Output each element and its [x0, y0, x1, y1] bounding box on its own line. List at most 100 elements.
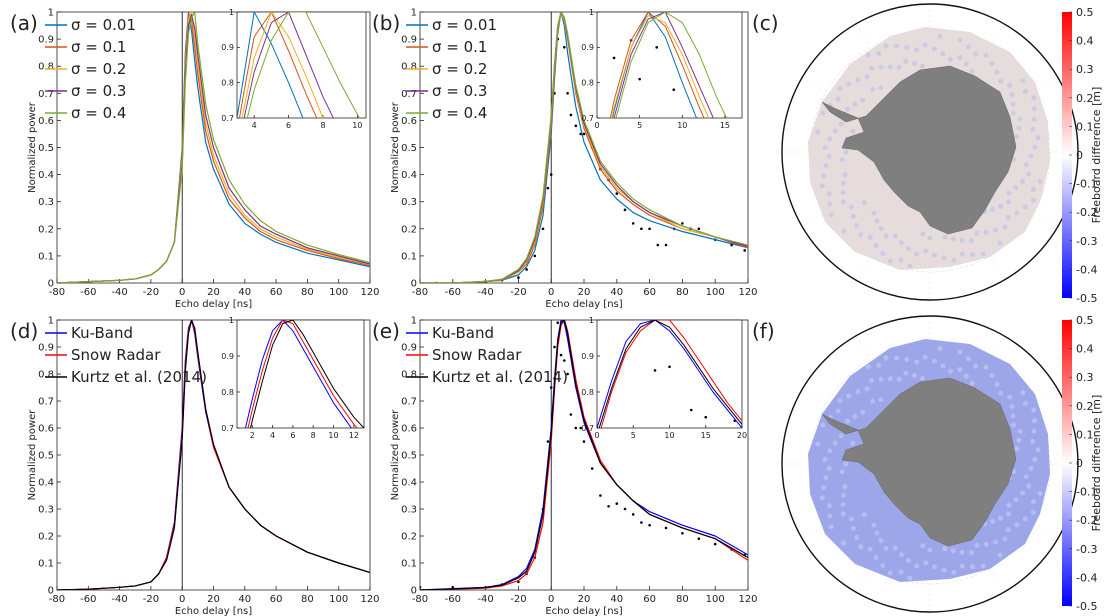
series-line [597, 320, 742, 428]
x-tick-label: 120 [738, 594, 757, 605]
ice-speckle [1010, 101, 1016, 107]
observation-point [590, 467, 594, 470]
ice-speckle [983, 541, 989, 547]
y-tick-label: 0.9 [38, 343, 54, 354]
y-tick-label: 0.8 [401, 370, 417, 381]
y-tick-label: 0.7 [38, 89, 54, 100]
x-tick-label: 40 [238, 287, 251, 298]
ice-speckle [906, 558, 912, 564]
ice-speckle [948, 56, 954, 62]
x-tick-label: 0 [548, 287, 554, 298]
panel-label: (c) [752, 11, 779, 35]
antarctica [821, 377, 1017, 547]
ice-speckle [1016, 125, 1022, 131]
x-tick-label: 5 [637, 121, 642, 130]
ice-speckle [959, 549, 965, 555]
x-tick-label: 80 [301, 287, 314, 298]
ice-speckle [823, 475, 829, 481]
ice-speckle [974, 230, 980, 236]
ice-speckle [1005, 199, 1011, 205]
ice-speckle [1031, 407, 1037, 413]
ice-speckle [969, 68, 975, 74]
x-tick-label: 100 [329, 287, 348, 298]
colorbar-tick-label: 0.4 [1076, 35, 1094, 48]
x-tick-label: 120 [360, 287, 379, 298]
observation-point [451, 586, 455, 589]
colorbar-tick-label: -0.2 [1076, 514, 1097, 527]
legend-label: Snow Radar [71, 346, 161, 364]
ice-speckle [994, 69, 1000, 75]
ice-speckle [1010, 422, 1016, 428]
x-tick-label: -40 [111, 287, 127, 298]
ice-speckle [846, 81, 852, 87]
ice-speckle [1022, 400, 1028, 406]
ice-speckle [1035, 447, 1041, 453]
y-tick-label: 0.4 [401, 478, 417, 489]
ice-speckle [826, 503, 832, 509]
panel-label: (d) [10, 319, 38, 343]
colorbar-tick-label: -0.5 [1076, 292, 1097, 305]
ice-speckle [1002, 536, 1008, 542]
ice-speckle [850, 440, 856, 446]
ice-speckle [983, 52, 989, 58]
colorbar-tick-label: 0.1 [1076, 428, 1094, 441]
ice-speckle [887, 258, 893, 264]
x-tick-label: 4 [252, 121, 257, 130]
plot-area [57, 12, 370, 283]
y-tick-label: 0.5 [401, 143, 417, 154]
ice-speckle [942, 234, 948, 240]
observation-point [648, 523, 651, 527]
ice-speckle [892, 233, 898, 239]
ice-speckle [840, 511, 846, 517]
ice-speckle [842, 172, 848, 178]
ice-speckle [963, 373, 969, 379]
ice-speckle [894, 43, 900, 49]
ice-speckle [1022, 516, 1028, 522]
ice-speckle [914, 47, 920, 53]
y-tick-label: 0.2 [38, 224, 54, 235]
colorbar-tick-label: 0.5 [1076, 6, 1094, 19]
x-tick-label: -60 [445, 594, 461, 605]
observation-point [623, 507, 627, 511]
ice-speckle [993, 539, 999, 545]
map [781, 315, 1079, 613]
ice-speckle [914, 359, 920, 365]
ice-speckle [973, 51, 979, 57]
x-axis-label: Echo delay [ns] [175, 606, 252, 616]
ice-speckle [898, 552, 904, 558]
ice-speckle [827, 201, 833, 207]
ice-speckle [1006, 190, 1012, 196]
observation-point [653, 369, 657, 372]
ice-speckle [1017, 428, 1023, 434]
x-tick-label: -20 [143, 594, 159, 605]
x-tick-label: 10 [677, 121, 687, 130]
x-axis-label: Echo delay [ns] [175, 299, 252, 310]
ice-speckle [1016, 437, 1022, 443]
colorbar-tick-label: 0.3 [1076, 371, 1094, 384]
x-tick-label: 40 [610, 287, 623, 298]
colorbar-label: Freeboard difference [m] [1090, 87, 1103, 224]
observation-point [549, 386, 553, 389]
observation-point [553, 345, 556, 349]
y-axis-label: Normalized power [390, 101, 401, 193]
legend-label: σ = 0.1 [432, 38, 487, 56]
ice-speckle [998, 203, 1004, 209]
x-tick-label: -80 [412, 287, 428, 298]
ice-speckle [873, 243, 879, 248]
ice-speckle [839, 469, 845, 475]
ice-speckle [828, 212, 834, 218]
series-line [246, 12, 361, 118]
plot-area [597, 320, 742, 428]
observation-point [664, 243, 668, 247]
y-tick-label: 0.3 [38, 505, 54, 516]
ice-speckle [822, 144, 828, 150]
y-tick-label: 0.1 [401, 251, 417, 262]
series-line [250, 320, 364, 428]
plot-area [237, 12, 361, 118]
colorbar-tick-label: 0 [1076, 149, 1083, 162]
ice-speckle [989, 61, 995, 66]
ice-speckle [820, 422, 826, 428]
ice-speckle [911, 372, 917, 378]
x-tick-label: 40 [238, 594, 251, 605]
ice-speckle [1028, 153, 1034, 159]
